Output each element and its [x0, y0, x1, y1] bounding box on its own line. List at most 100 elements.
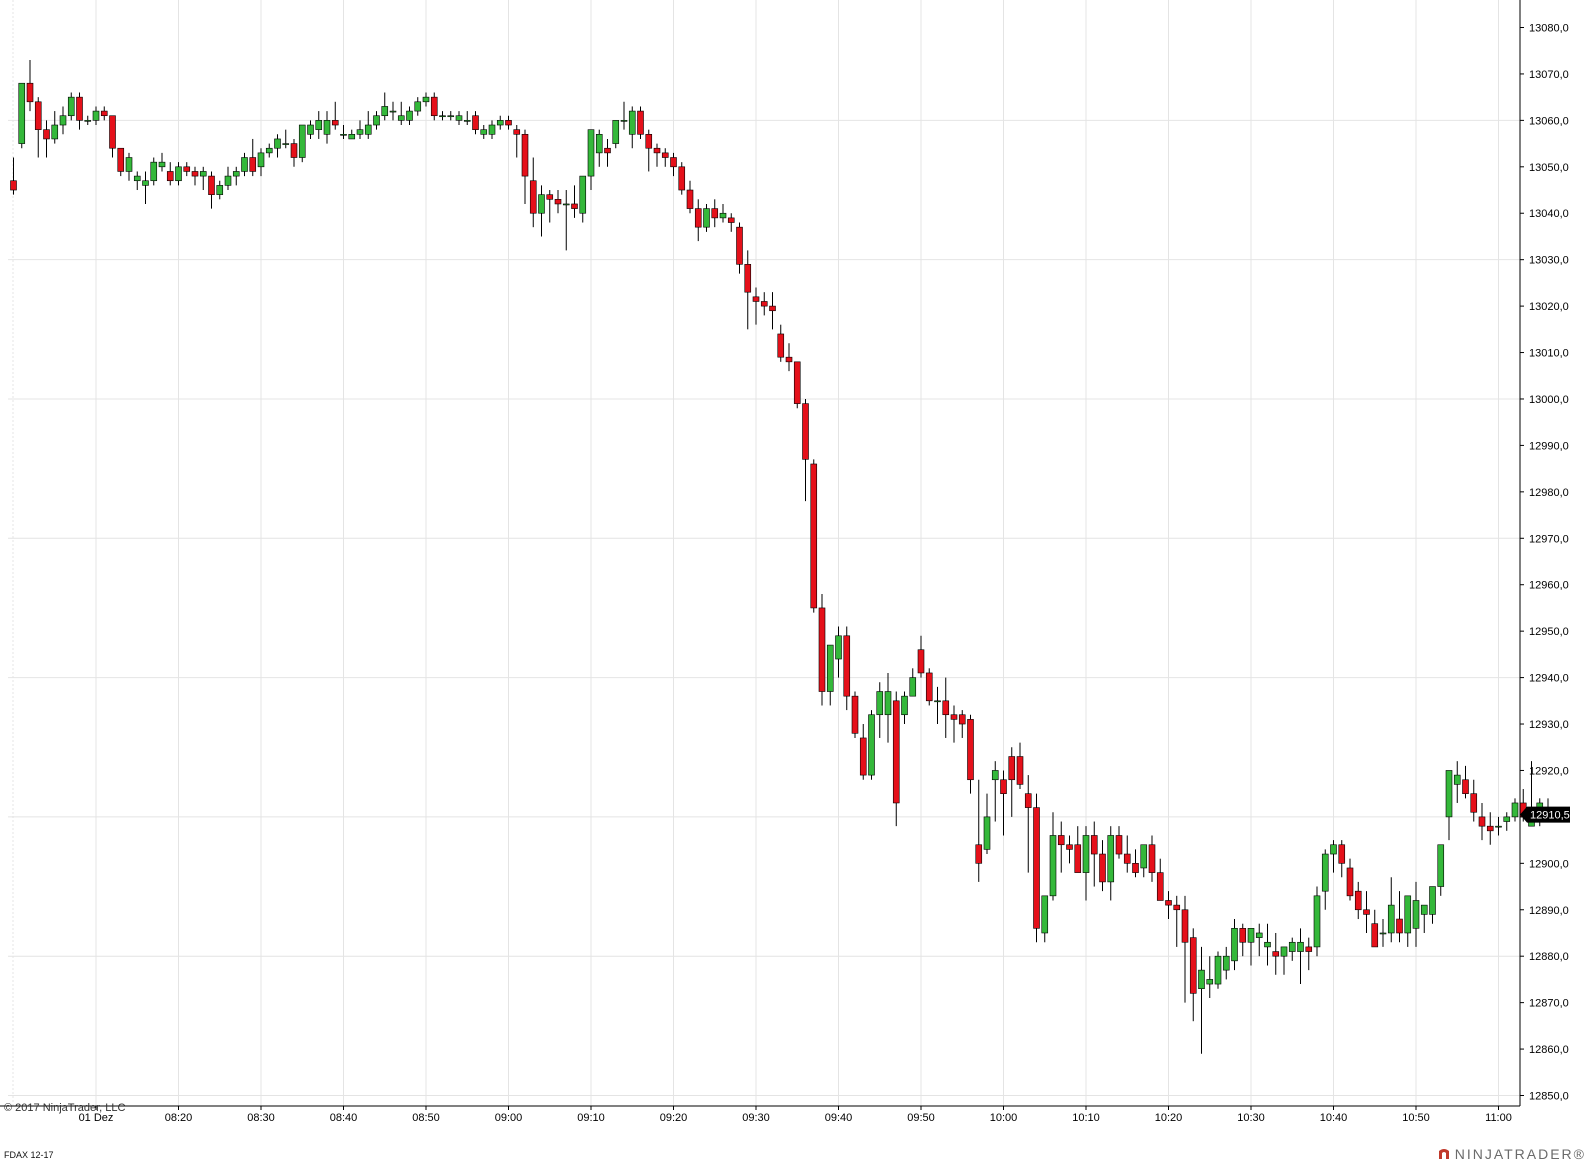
candle [843, 626, 851, 711]
candle [356, 120, 364, 139]
candle [150, 157, 158, 186]
candle-body-up [835, 635, 842, 660]
candle-body-down [430, 96, 438, 117]
candle [1396, 891, 1403, 943]
candle [810, 459, 818, 613]
candle-body-up [901, 695, 908, 716]
candle-body-up [455, 115, 463, 121]
candle-body-down [1486, 825, 1494, 832]
candle-body-up [1231, 928, 1238, 962]
candle-body-up [241, 157, 248, 172]
price-axis[interactable]: 13080,0 13070,0 13060,0 13050,0 13040,0 13030… [1519, 0, 1569, 1106]
candle-body-up [1453, 774, 1461, 785]
candle [876, 682, 884, 738]
candle-body-up [463, 120, 471, 122]
candle-body-down [1396, 918, 1403, 934]
candle-body-down [785, 356, 793, 363]
candle-body-down [117, 147, 125, 172]
time-axis[interactable]: 01 Dez 08:20 08:30 08:40 08:50 09:00 09:10 09:2… [0, 1105, 1520, 1124]
candle-body-down [744, 264, 752, 293]
candle [1132, 849, 1139, 878]
candle [1305, 937, 1313, 971]
candle [488, 120, 496, 139]
candle-body-up [158, 161, 166, 168]
candle-body-up [67, 96, 75, 117]
candle-body-up [595, 134, 603, 154]
candle [802, 398, 809, 502]
candle [224, 166, 232, 191]
candle [868, 710, 875, 780]
y-tick-label: 12850,0 [1529, 1091, 1569, 1103]
candle [1412, 881, 1420, 947]
candle [744, 250, 752, 330]
x-tick-label: 09:40 [825, 1112, 853, 1124]
candle [587, 129, 595, 191]
candle [917, 635, 925, 678]
y-tick-label: 13010,0 [1529, 348, 1569, 360]
candle-body-up [562, 203, 570, 206]
candle-body-up [307, 124, 314, 135]
candle-body-down [1090, 835, 1098, 855]
candle-body-down [505, 120, 512, 126]
candle [447, 111, 455, 121]
candle-body-up [1412, 900, 1420, 929]
candle [158, 152, 166, 172]
candle-body-down [777, 333, 785, 358]
candle [1437, 844, 1445, 896]
candle [315, 111, 323, 139]
y-tick-label: 12990,0 [1529, 440, 1569, 452]
candle [26, 60, 34, 112]
candle [925, 668, 933, 706]
candle [637, 106, 644, 139]
candle [1379, 919, 1387, 947]
candle-body-up [1140, 844, 1148, 869]
candle-body-down [76, 96, 83, 121]
candle-body-down [843, 635, 851, 697]
y-tick-label: 13020,0 [1529, 301, 1569, 313]
candle-body-up [18, 82, 26, 144]
candle [414, 97, 422, 116]
candle-body-down [1156, 872, 1164, 901]
candle-body-up [1082, 835, 1090, 873]
candle [1255, 923, 1263, 957]
candle-body-up [274, 138, 281, 149]
candle [793, 361, 801, 409]
y-tick-label: 12940,0 [1529, 673, 1569, 685]
candle-body-down [950, 714, 958, 720]
candle [1297, 928, 1304, 985]
candle-body-down [1008, 756, 1016, 781]
candle-body-down [1338, 844, 1346, 864]
y-tick-label: 12870,0 [1529, 998, 1569, 1010]
candle-body-up [142, 180, 149, 186]
x-tick-label: 09:20 [660, 1112, 688, 1124]
candle-body-up [364, 124, 372, 135]
y-tick-label: 12920,0 [1529, 765, 1569, 777]
candle [323, 111, 331, 144]
candle-body-up [1313, 895, 1321, 948]
y-tick-label: 13080,0 [1529, 23, 1569, 35]
candle-body-down [10, 180, 17, 191]
candle-body-down [1024, 793, 1032, 808]
candle [1016, 742, 1024, 790]
candle-body-up [1445, 770, 1453, 818]
candle [1082, 826, 1090, 901]
candle [942, 677, 950, 738]
candle [282, 129, 290, 149]
candle [298, 124, 306, 163]
candle [1470, 779, 1478, 822]
candle-body-up [991, 770, 999, 781]
candle-body-up [1222, 955, 1230, 971]
candle [348, 129, 356, 140]
candle [265, 143, 273, 158]
candle [76, 92, 83, 130]
candle [472, 111, 479, 135]
y-tick-label: 12860,0 [1529, 1044, 1569, 1056]
candle [934, 686, 941, 725]
candle [760, 292, 768, 316]
candles [10, 60, 1552, 1054]
candle-body-down [249, 157, 257, 172]
y-tick-label: 13000,0 [1529, 394, 1569, 406]
candle-body-down [529, 180, 537, 214]
candle-body-down [1057, 835, 1065, 846]
candle [505, 115, 512, 130]
